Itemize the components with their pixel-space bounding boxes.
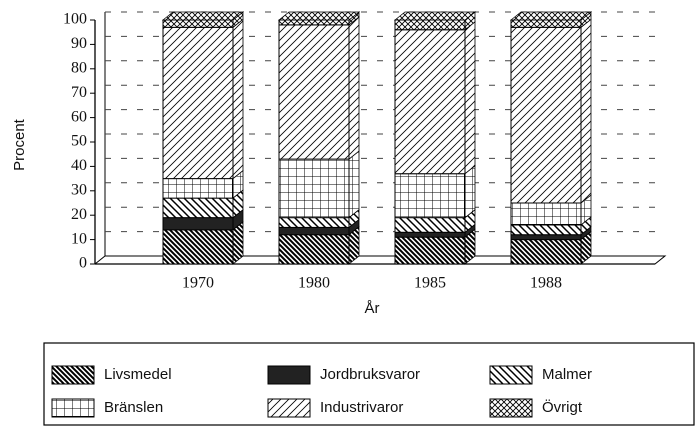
x-tick-label: 1970 (182, 275, 214, 292)
y-tick-label: 0 (79, 255, 87, 272)
bar-side (580, 18, 592, 204)
x-tick-label: 1980 (298, 275, 330, 292)
bar-segment (394, 173, 466, 219)
bar-segment (394, 29, 466, 175)
y-tick-label: 100 (63, 11, 87, 28)
bar-side (464, 164, 476, 219)
bar-segment (278, 226, 350, 236)
plot-area: 0 10 20 30 40 50 60 70 80 90 100 1970 1980 1985 1988 (63, 11, 667, 292)
legend-swatch (489, 398, 533, 418)
bar-segment (162, 229, 234, 265)
bar-segment (278, 19, 350, 26)
bar-segment (278, 217, 350, 228)
bar-side (232, 18, 244, 180)
bar-top (509, 11, 593, 21)
legend-label: Jordbruksvaror (320, 366, 420, 383)
y-tick-label: 30 (71, 181, 87, 198)
bar-segment (162, 197, 234, 219)
bar-top (277, 11, 361, 21)
bar-segment (162, 217, 234, 231)
bar-segment (394, 236, 466, 265)
y-tick-label: 70 (71, 84, 87, 101)
legend-swatch (267, 398, 311, 418)
bar-segment (162, 19, 234, 28)
y-axis-label: Procent (11, 118, 28, 171)
y-tick-label: 20 (71, 206, 87, 223)
legend-label: Övrigt (542, 398, 583, 416)
bar-segment (278, 24, 350, 160)
legend-swatch (267, 365, 311, 385)
legend-swatch (51, 398, 95, 418)
bar-side (348, 150, 360, 219)
y-tick-label: 80 (71, 59, 87, 76)
bar-segment (394, 231, 466, 238)
legend-swatch (51, 365, 95, 385)
bar-segment (510, 202, 582, 226)
legend-box (43, 342, 695, 426)
bar-side (348, 16, 360, 160)
x-tick-label: 1985 (414, 275, 446, 292)
x-tick-label: 1988 (530, 275, 562, 292)
bar-segment (510, 26, 582, 204)
bar-segment (510, 19, 582, 28)
bar-side (464, 20, 476, 175)
bar-segment (394, 217, 466, 233)
legend-label: Bränslen (104, 399, 163, 416)
legend-swatch (489, 365, 533, 385)
bar-top (161, 11, 245, 21)
legend-label: Livsmedel (104, 366, 172, 383)
legend-label: Malmer (542, 366, 592, 383)
bar-segment (394, 19, 466, 31)
bar-segment (278, 234, 350, 265)
bar-segment (510, 234, 582, 241)
bar-top (393, 11, 477, 21)
bar-segment (162, 26, 234, 180)
bar-segment (162, 178, 234, 199)
y-tick-label: 50 (71, 133, 87, 150)
y-tick-label: 10 (71, 230, 87, 247)
y-tick-label: 60 (71, 108, 87, 125)
legend-label: Industrivaror (320, 399, 403, 416)
bar-segment (510, 224, 582, 236)
bar-segment (278, 158, 350, 219)
y-tick-label: 40 (71, 157, 87, 174)
bar-segment (510, 239, 582, 265)
x-axis-label: År (365, 300, 380, 317)
legend: Livsmedel Jordbruksvaror Malmer Bränslen Ind… (51, 365, 592, 418)
y-tick-label: 90 (71, 35, 87, 52)
